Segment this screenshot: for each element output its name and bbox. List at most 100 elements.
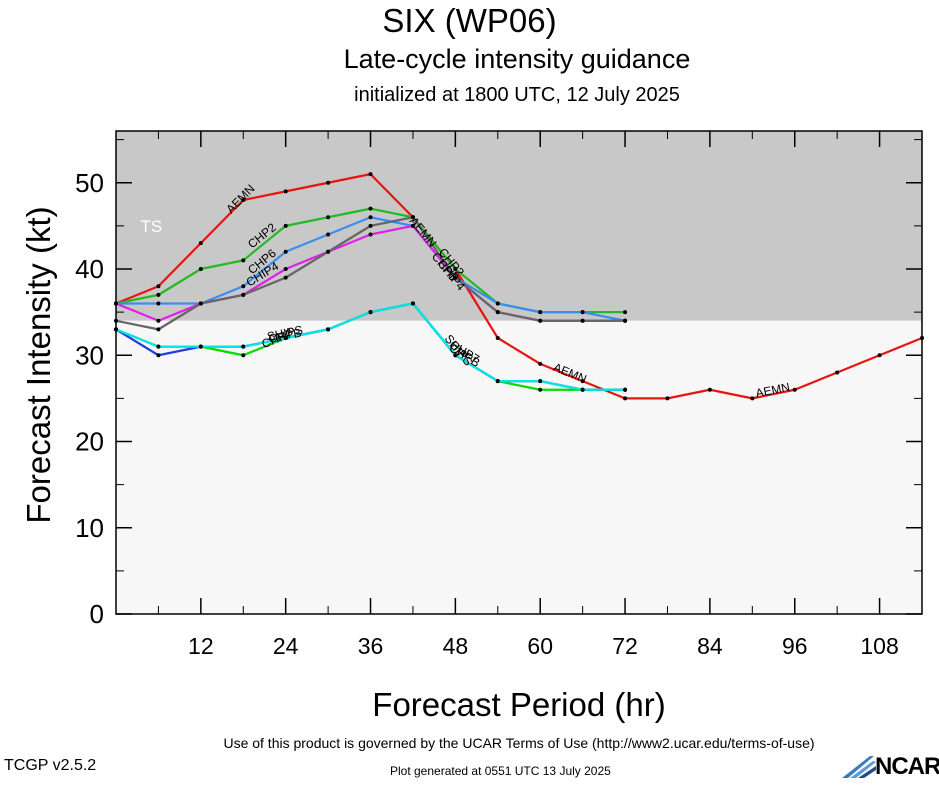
- plot-border: [115, 130, 923, 615]
- data-point-chip4: [368, 232, 373, 237]
- data-point-model-4: [580, 318, 585, 323]
- data-point-chp2: [453, 267, 458, 271]
- data-point-aemn: [750, 396, 755, 401]
- data-point-chp2: [623, 310, 628, 315]
- data-point-chp7: [241, 353, 246, 358]
- data-point-ships: [538, 379, 543, 384]
- data-point-chp2: [368, 206, 373, 211]
- y-tick-label: 0: [90, 599, 104, 629]
- y-tick-label: 50: [75, 168, 104, 198]
- data-point-chpb: [156, 353, 161, 358]
- y-tick-label: 20: [75, 427, 104, 457]
- data-point-ships: [368, 310, 373, 315]
- data-point-ships: [495, 379, 500, 384]
- data-point-ships: [326, 327, 331, 332]
- x-tick-label: 96: [782, 633, 808, 659]
- data-point-model-4: [326, 249, 331, 254]
- generated-time: Plot generated at 0551 UTC 13 July 2025: [390, 764, 611, 778]
- data-point-aemn: [877, 353, 882, 358]
- data-point-aemn: [283, 189, 288, 194]
- data-point-model-4: [241, 292, 246, 297]
- data-point-chp2: [283, 223, 288, 228]
- ncar-logo: NCAR: [840, 752, 939, 780]
- data-point-model-4: [495, 310, 500, 315]
- data-point-ships: [623, 387, 628, 392]
- data-point-chp6: [495, 301, 500, 306]
- data-point-model-4: [538, 318, 543, 323]
- data-point-aemn: [495, 336, 500, 340]
- y-axis-label: Forecast Intensity (kt): [20, 206, 57, 524]
- series-label-aemn: AEMN: [754, 380, 791, 401]
- plot-frame: [115, 130, 923, 615]
- band-ts: [116, 131, 922, 321]
- series-label-chpb: CHPB: [267, 326, 302, 346]
- data-point-aemn: [198, 241, 203, 246]
- y-tick-label: 30: [75, 340, 104, 370]
- data-point-chp7: [538, 387, 543, 392]
- chart-title: SIX (WP06): [382, 2, 557, 39]
- data-point-chip4: [283, 267, 288, 271]
- data-point-model-4: [623, 318, 628, 323]
- data-point-chp6: [538, 310, 543, 315]
- x-tick-label: 60: [527, 633, 553, 659]
- data-point-chp6: [580, 310, 585, 315]
- x-tick-label: 72: [612, 633, 638, 659]
- data-point-model-4: [283, 275, 288, 280]
- data-point-aemn: [368, 172, 373, 177]
- data-point-chp2: [326, 215, 331, 220]
- data-point-aemn: [538, 361, 543, 366]
- data-point-aemn: [241, 198, 246, 202]
- data-point-chp6: [368, 215, 373, 220]
- x-tick-label: 24: [273, 633, 299, 659]
- data-point-chp2: [156, 292, 161, 297]
- chart-subtitle: Late-cycle intensity guidance: [343, 44, 691, 74]
- data-point-chip4: [156, 318, 161, 323]
- data-point-aemn: [665, 396, 670, 401]
- data-point-ships: [580, 387, 585, 392]
- data-point-model-4: [198, 301, 203, 306]
- data-point-aemn: [707, 387, 712, 392]
- y-tick-label: 40: [75, 254, 104, 284]
- data-point-chip4: [410, 223, 415, 228]
- data-point-ships: [241, 344, 246, 349]
- terms-of-use: Use of this product is governed by the U…: [223, 735, 815, 751]
- data-point-model-4: [410, 215, 415, 220]
- data-point-aemn: [623, 396, 628, 401]
- series-line-aemn: [115, 173, 923, 400]
- data-point-ships: [283, 336, 288, 340]
- data-point-chp6: [326, 232, 331, 237]
- x-tick-label: 48: [443, 633, 469, 659]
- init-time: initialized at 1800 UTC, 12 July 2025: [354, 84, 680, 106]
- data-point-aemn: [835, 370, 840, 375]
- data-point-chp6: [283, 249, 288, 254]
- data-point-model-4: [368, 223, 373, 228]
- version-label: TCGP v2.5.2: [4, 757, 97, 774]
- x-tick-label: 12: [188, 633, 214, 659]
- data-point-aemn: [326, 180, 331, 185]
- data-point-ships: [198, 344, 203, 349]
- ncar-logo-text: NCAR: [875, 753, 939, 780]
- x-tick-label: 108: [860, 633, 898, 659]
- band-td: [116, 320, 922, 614]
- data-point-ships: [156, 344, 161, 349]
- x-axis-label: Forecast Period (hr): [372, 686, 666, 723]
- data-point-aemn: [580, 379, 585, 384]
- intensity-bands: TS: [116, 131, 922, 614]
- chart-axes: 0 10 20 30 40 50 12 24 36 48 60 72 84 96 108: [75, 131, 922, 659]
- data-point-chp6: [241, 284, 246, 289]
- data-point-ships: [453, 353, 458, 358]
- ncar-logo-icon: [842, 756, 876, 778]
- data-point-model-4: [453, 275, 458, 280]
- y-tick-label: 10: [75, 513, 104, 543]
- data-point-aemn: [156, 284, 161, 289]
- data-point-ships: [410, 301, 415, 306]
- data-point-chp2: [241, 258, 246, 263]
- data-point-chp6: [156, 301, 161, 306]
- x-tick-label: 36: [358, 633, 384, 659]
- data-point-chp2: [198, 267, 203, 271]
- data-point-aemn: [792, 387, 797, 392]
- band-label-ts: TS: [140, 217, 162, 236]
- data-point-model-4: [156, 327, 161, 332]
- x-tick-label: 84: [697, 633, 723, 659]
